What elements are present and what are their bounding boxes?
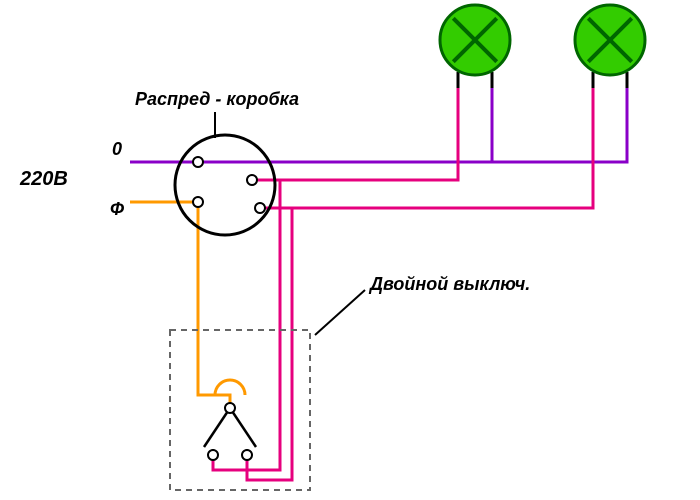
svg-text:Ф: Ф [110,199,124,219]
svg-text:220В: 220В [19,168,68,190]
double-switch-box [170,330,310,490]
svg-text:0: 0 [112,139,122,159]
svg-text:Двойной выключ.: Двойной выключ. [368,274,530,294]
junction-box [175,135,275,235]
svg-text:Распред - коробка: Распред - коробка [135,89,299,109]
wiring-diagram: 220В 0 Ф Распред - коробка Двойной выключ. [0,0,700,500]
